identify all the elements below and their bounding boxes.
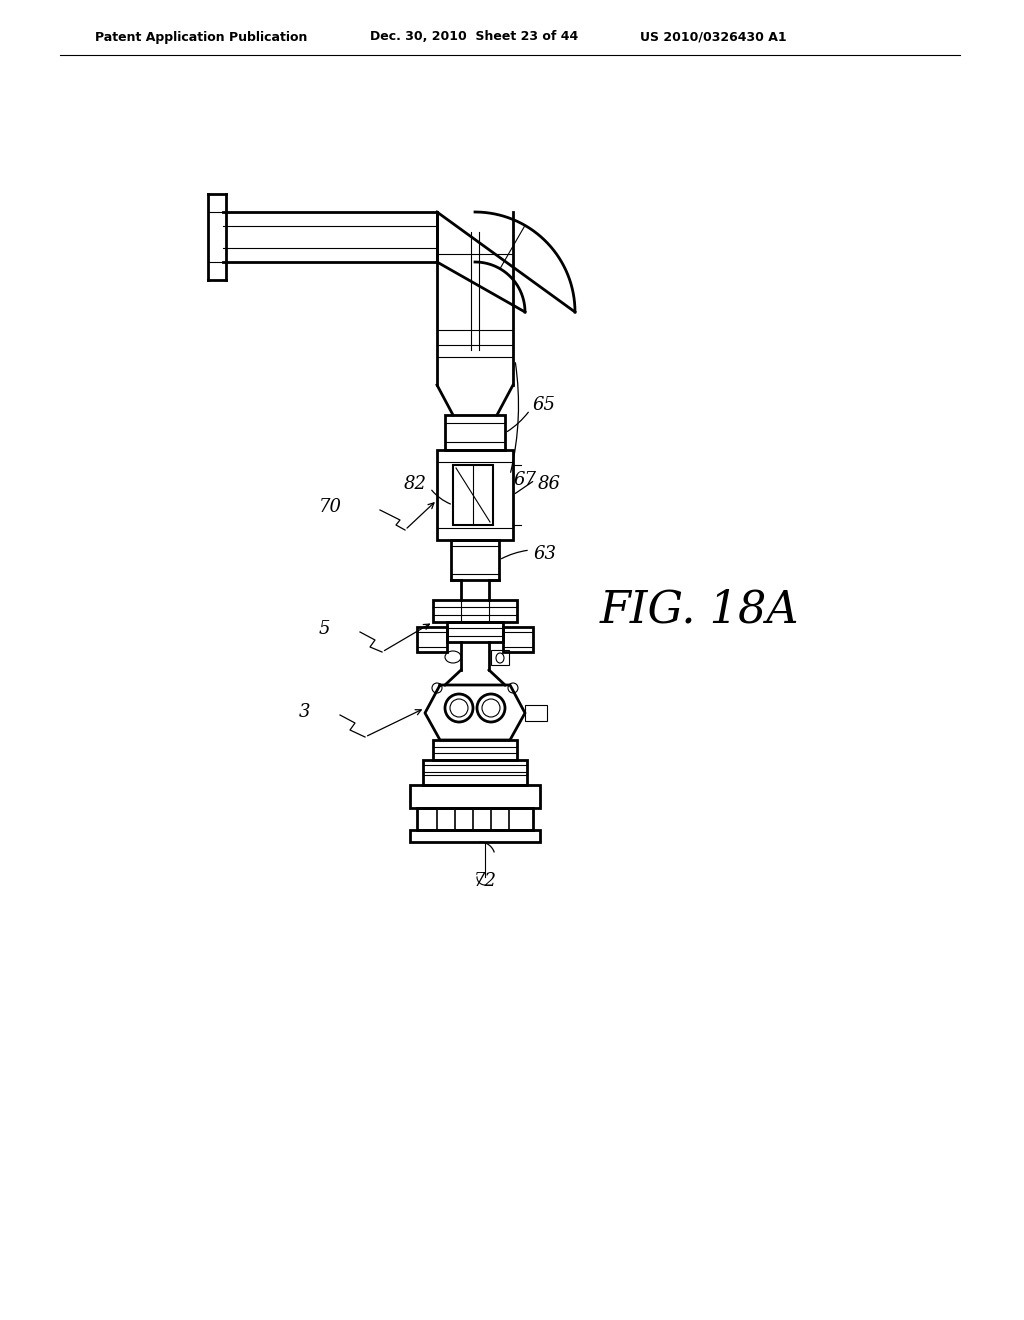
Text: 82: 82 (404, 475, 427, 492)
Text: 3: 3 (299, 704, 310, 721)
Bar (503, 627, 534, 652)
Bar (453, 465, 493, 525)
Bar (417, 808, 534, 830)
Text: FIG. 18A: FIG. 18A (600, 589, 800, 631)
Text: Patent Application Publication: Patent Application Publication (95, 30, 307, 44)
Bar (410, 785, 540, 808)
Text: 65: 65 (532, 396, 555, 414)
Text: 70: 70 (319, 498, 342, 516)
Text: Dec. 30, 2010  Sheet 23 of 44: Dec. 30, 2010 Sheet 23 of 44 (370, 30, 579, 44)
Text: 67: 67 (513, 471, 536, 488)
Bar (423, 760, 527, 785)
Bar (525, 705, 547, 721)
Bar (433, 741, 517, 760)
Bar (417, 627, 447, 652)
Bar (433, 601, 517, 622)
Text: 72: 72 (473, 873, 497, 890)
Bar (437, 450, 513, 540)
Bar (410, 830, 540, 842)
Bar (447, 622, 503, 642)
Text: US 2010/0326430 A1: US 2010/0326430 A1 (640, 30, 786, 44)
Bar (451, 540, 499, 579)
Bar (490, 649, 509, 665)
Bar (445, 414, 505, 450)
Text: 86: 86 (538, 475, 561, 492)
Text: 5: 5 (318, 620, 330, 638)
Text: 63: 63 (534, 545, 556, 564)
